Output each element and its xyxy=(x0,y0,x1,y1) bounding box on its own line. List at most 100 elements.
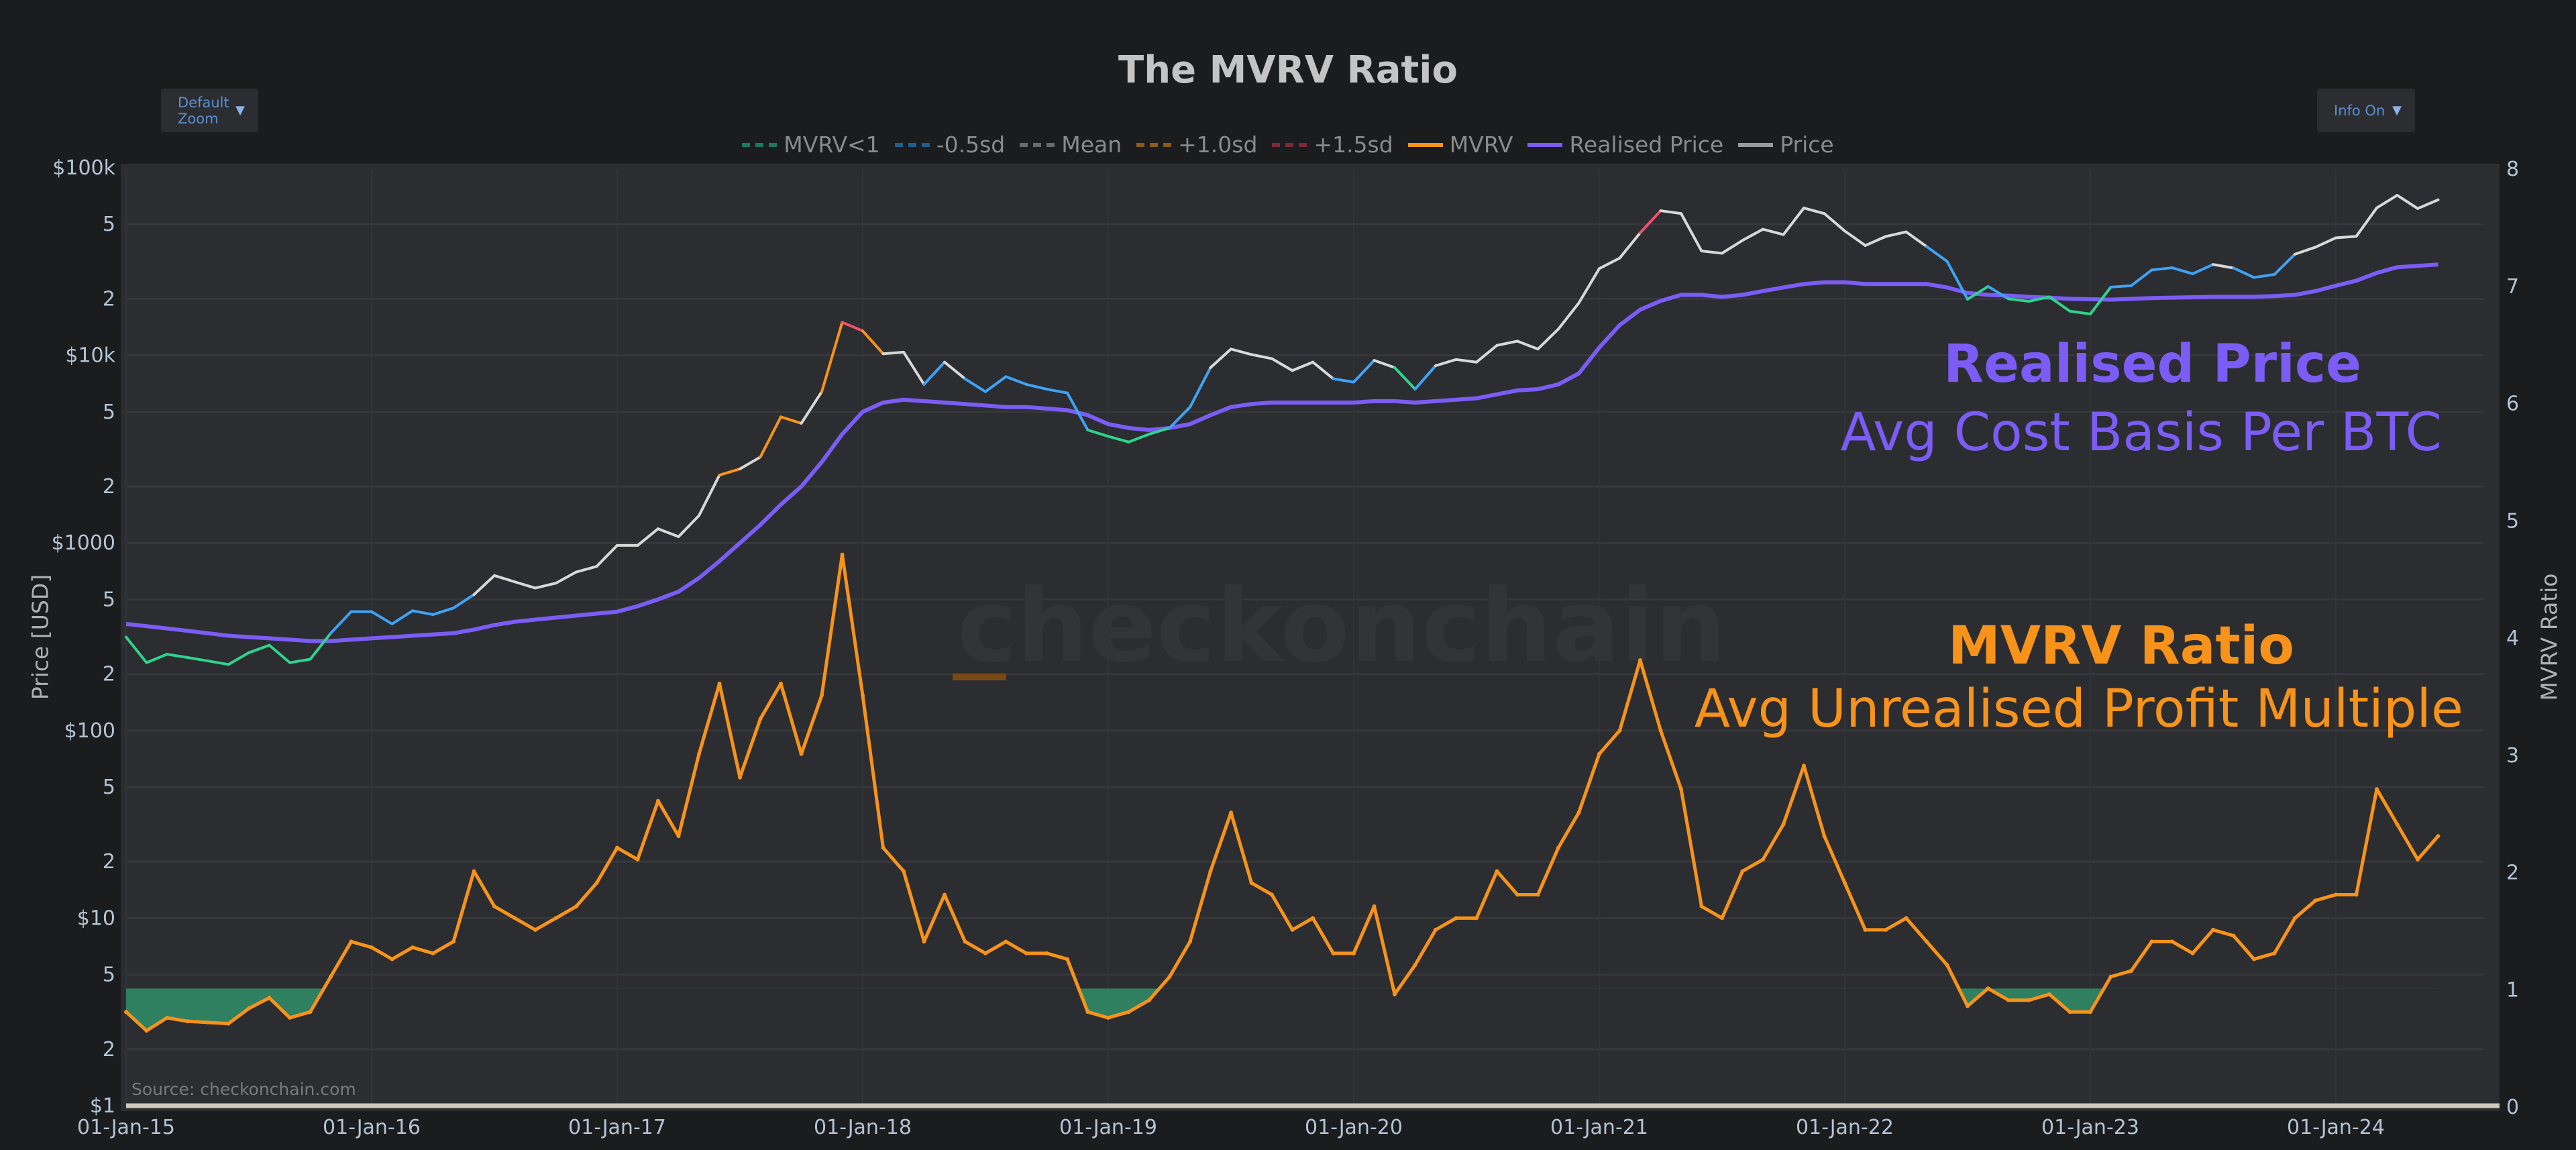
price-line-segment xyxy=(2294,246,2317,256)
price-line-segment xyxy=(1004,375,1028,386)
legend-label: +1.5sd xyxy=(1313,132,1393,158)
price-line-segment xyxy=(2027,295,2051,303)
legend-item-mvrv-1[interactable]: MVRV<1 xyxy=(742,132,880,158)
mvrv-point xyxy=(635,857,640,862)
legend-label: +1.0sd xyxy=(1178,132,1258,158)
mvrv-point xyxy=(779,681,783,686)
price-line-segment xyxy=(1986,284,2010,301)
mvrv-point xyxy=(1679,787,1683,792)
mvrv-point xyxy=(2068,1010,2072,1014)
mvrv-point xyxy=(370,945,374,950)
mvrv-point xyxy=(1638,658,1642,662)
legend-item--1-5sd[interactable]: +1.5sd xyxy=(1272,132,1393,158)
mvrv-point xyxy=(1966,1004,1970,1008)
mvrv-point xyxy=(1065,957,1069,961)
mvrv-point xyxy=(2190,951,2195,955)
mvrv-point xyxy=(1290,927,1295,932)
mvrv-point xyxy=(1536,892,1540,897)
price-line-segment xyxy=(841,321,864,333)
price-line-segment xyxy=(1966,284,1990,301)
zoom-dropdown-label: Default Zoom xyxy=(178,94,229,127)
price-line-segment xyxy=(452,593,476,610)
chart-title: The MVRV Ratio xyxy=(1118,48,1458,92)
mvrv-point xyxy=(1126,1010,1131,1014)
mvrv-point xyxy=(1229,811,1233,815)
mvrv-point xyxy=(1740,869,1745,874)
price-line-segment xyxy=(2273,252,2296,276)
chevron-down-icon: ▼ xyxy=(235,103,245,117)
price-line-segment xyxy=(248,643,271,654)
legend-swatch xyxy=(1020,142,1055,147)
y-left-tick-label: 5 xyxy=(103,776,115,799)
mvrv-point xyxy=(2395,822,2400,827)
legend-item-mean[interactable]: Mean xyxy=(1020,132,1122,158)
mvrv-point xyxy=(574,904,578,908)
price-line-segment xyxy=(2232,266,2255,279)
price-line-segment xyxy=(1311,360,1335,380)
mvrv-point xyxy=(2313,898,2318,903)
mvrv-point xyxy=(2108,974,2113,979)
mvrv-point xyxy=(288,1015,292,1020)
y-left-tick-label: $1000 xyxy=(52,531,115,555)
legend-item-mvrv[interactable]: MVRV xyxy=(1407,132,1513,158)
mvrv-point xyxy=(1843,880,1847,885)
price-line-segment xyxy=(2109,284,2133,289)
mvrv-point xyxy=(1761,857,1765,862)
mvrv-point xyxy=(411,945,415,950)
mvrv-point xyxy=(1208,869,1213,874)
mvrv-point xyxy=(1434,927,1438,932)
mvrv-point xyxy=(2272,951,2277,955)
legend-item-realised-price[interactable]: Realised Price xyxy=(1527,132,1723,158)
x-tick-label: 01-Jan-24 xyxy=(2287,1116,2385,1139)
price-line-segment xyxy=(2048,295,2072,313)
y-left-tick-label: $1 xyxy=(90,1094,115,1118)
legend-label: MVRV xyxy=(1449,132,1513,158)
price-line-segment xyxy=(1413,364,1437,391)
price-line-segment xyxy=(1107,435,1130,443)
mvrv-point xyxy=(861,693,865,698)
mvrv-point xyxy=(1331,951,1336,955)
mvrv-point xyxy=(1802,764,1806,768)
mvrv-point xyxy=(697,751,701,756)
mvrv-point xyxy=(124,1010,128,1014)
mvrv-point xyxy=(1413,963,1417,968)
mvrv-point xyxy=(308,1010,313,1014)
price-line-segment xyxy=(963,377,987,393)
mvrv-point xyxy=(758,717,763,721)
price-line-segment xyxy=(1925,245,1949,263)
price-line-segment xyxy=(472,574,496,596)
y-left-tick-label: $10k xyxy=(65,344,115,368)
mvrv-point xyxy=(1495,869,1499,874)
mvrv-point xyxy=(1188,939,1192,944)
mvrv-annotation-subtitle: Avg Unrealised Profit Multiple xyxy=(1694,679,2463,739)
mvrv-point xyxy=(1085,1010,1090,1014)
y-left-tick-label: 5 xyxy=(103,963,115,987)
y-right-tick-label: 1 xyxy=(2506,978,2519,1002)
legend-swatch xyxy=(1272,142,1307,147)
mvrv-point xyxy=(2149,939,2154,944)
y-right-tick-label: 8 xyxy=(2506,158,2519,181)
legend-label: Price xyxy=(1780,132,1834,158)
legend-item--1-0sd[interactable]: +1.0sd xyxy=(1136,132,1257,158)
mvrv-point xyxy=(2293,916,2297,921)
mvrv-point xyxy=(144,1029,149,1033)
zoom-dropdown[interactable]: Default Zoom ▼ xyxy=(161,89,258,132)
legend-swatch xyxy=(1136,142,1172,147)
y-right-tick-label: 6 xyxy=(2506,393,2519,416)
info-dropdown[interactable]: Info On ▼ xyxy=(2317,89,2415,132)
legend-swatch xyxy=(1527,142,1563,147)
price-line-segment xyxy=(677,514,700,538)
mvrv-point xyxy=(738,775,742,780)
mvrv-point xyxy=(390,957,394,961)
mvrv-point xyxy=(943,892,947,897)
mvrv-point xyxy=(1270,892,1274,897)
mvrv-point xyxy=(1822,834,1827,839)
legend-item--0-5sd[interactable]: -0.5sd xyxy=(894,132,1005,158)
legend-item-price[interactable]: Price xyxy=(1738,132,1834,158)
price-line-segment xyxy=(534,582,557,590)
legend-swatch xyxy=(1407,142,1443,147)
legend-swatch xyxy=(1738,142,1774,147)
realised-price-annotation-subtitle: Avg Cost Basis Per BTC xyxy=(1840,403,2442,463)
x-tick-label: 01-Jan-18 xyxy=(814,1116,912,1139)
x-tick-label: 01-Jan-22 xyxy=(1796,1116,1894,1139)
